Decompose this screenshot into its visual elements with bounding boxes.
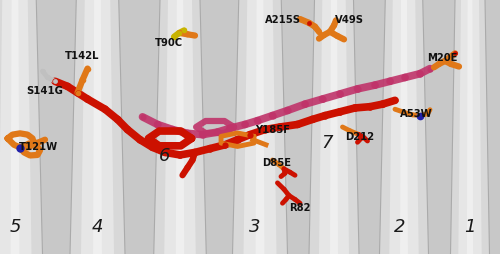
Polygon shape <box>10 0 20 254</box>
Polygon shape <box>164 0 196 254</box>
Text: 1: 1 <box>464 218 476 236</box>
Text: 7: 7 <box>322 134 333 152</box>
Text: R82: R82 <box>289 203 310 213</box>
Polygon shape <box>81 0 114 254</box>
Polygon shape <box>0 0 42 254</box>
Text: 2: 2 <box>394 218 406 236</box>
Polygon shape <box>154 0 206 254</box>
Text: S141G: S141G <box>26 86 63 97</box>
Polygon shape <box>176 0 184 254</box>
Text: T121W: T121W <box>19 142 58 152</box>
Polygon shape <box>0 0 32 254</box>
Polygon shape <box>244 0 276 254</box>
Text: A215S: A215S <box>265 15 301 25</box>
Polygon shape <box>400 0 408 254</box>
Text: V49S: V49S <box>335 15 364 25</box>
Text: 6: 6 <box>159 147 171 165</box>
Polygon shape <box>467 0 473 254</box>
Text: D212: D212 <box>345 132 374 142</box>
Polygon shape <box>390 0 418 254</box>
Text: M20E: M20E <box>428 53 458 64</box>
Polygon shape <box>319 0 349 254</box>
Polygon shape <box>93 0 102 254</box>
Text: T90C: T90C <box>155 38 183 48</box>
Text: 5: 5 <box>9 218 21 236</box>
Polygon shape <box>309 0 359 254</box>
Polygon shape <box>232 0 287 254</box>
Polygon shape <box>450 0 490 254</box>
Polygon shape <box>380 0 428 254</box>
Polygon shape <box>458 0 481 254</box>
Text: Y185F: Y185F <box>255 124 290 135</box>
Text: T142L: T142L <box>65 51 100 61</box>
Polygon shape <box>330 0 338 254</box>
Text: 3: 3 <box>249 218 261 236</box>
Text: A53W: A53W <box>400 109 432 119</box>
Text: D85E: D85E <box>262 157 292 168</box>
Polygon shape <box>256 0 264 254</box>
Polygon shape <box>70 0 125 254</box>
Text: 4: 4 <box>92 218 104 236</box>
